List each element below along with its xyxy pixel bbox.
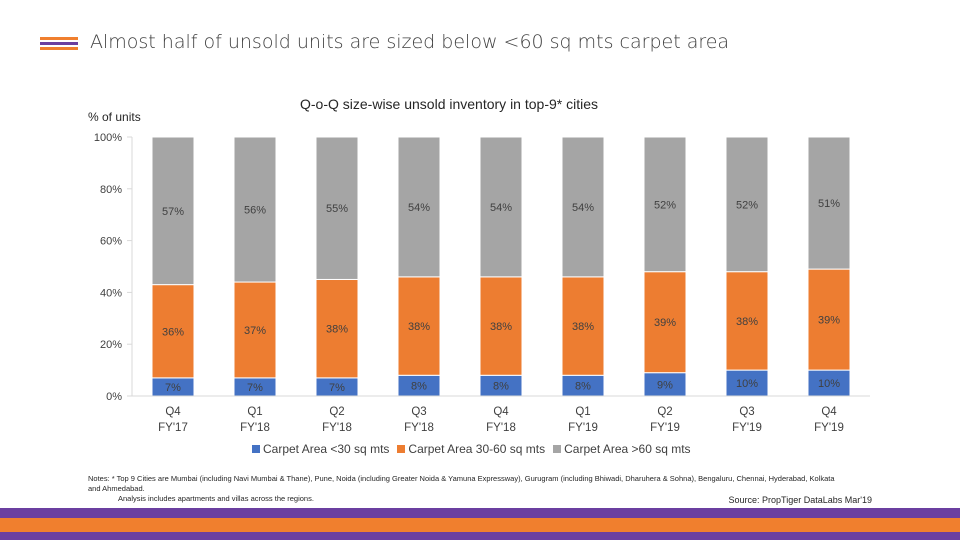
x-tick-label: Q1 xyxy=(575,406,590,418)
data-label: 56% xyxy=(244,205,266,217)
y-tick-label: 0% xyxy=(106,391,122,403)
x-tick-label: FY'18 xyxy=(322,422,352,434)
data-label: 8% xyxy=(493,381,509,393)
legend-label: Carpet Area <30 sq mts xyxy=(263,442,390,456)
legend-item: Carpet Area <30 sq mts xyxy=(252,442,389,456)
bar-segment xyxy=(315,136,359,280)
chart-title: Q-o-Q size-wise unsold inventory in top-… xyxy=(300,96,599,112)
x-tick-label: Q1 xyxy=(247,406,262,418)
y-tick-label: 100% xyxy=(94,132,122,144)
data-label: 54% xyxy=(408,202,430,214)
x-tick-label: FY'18 xyxy=(240,422,270,434)
bar-segment xyxy=(397,136,441,278)
slide-title: Almost half of unsold units are sized be… xyxy=(90,31,730,53)
bar-segment xyxy=(725,369,769,397)
legend-label: Carpet Area 30-60 sq mts xyxy=(408,442,546,456)
bar-segment xyxy=(315,278,359,379)
legend-swatch-icon xyxy=(553,445,562,453)
bar-segment xyxy=(725,136,769,273)
x-tick-label: FY'17 xyxy=(158,422,188,434)
data-label: 7% xyxy=(247,382,263,394)
data-label: 38% xyxy=(490,321,512,333)
footnote-cities: Notes: * Top 9 Cities are Mumbai (includ… xyxy=(88,474,835,493)
footnote-scope: Analysis includes apartments and villas … xyxy=(118,494,314,503)
y-axis-label: % of units xyxy=(88,110,141,124)
bar-segment xyxy=(233,136,277,283)
x-tick-label: FY'18 xyxy=(404,422,434,434)
legend-item: Carpet Area 30-60 sq mts xyxy=(397,442,545,456)
data-label: 38% xyxy=(408,321,430,333)
bar-segment xyxy=(233,281,277,379)
legend-swatch-icon xyxy=(252,445,260,453)
footer-stripe xyxy=(0,508,960,518)
y-tick-label: 40% xyxy=(100,287,122,299)
legend-item: Carpet Area >60 sq mts xyxy=(553,442,691,456)
logo-stripe xyxy=(40,42,78,45)
data-label: 8% xyxy=(411,381,427,393)
x-tick-label: FY'19 xyxy=(814,422,844,434)
bar-segment xyxy=(561,276,605,376)
data-label: 38% xyxy=(736,316,758,328)
data-label: 57% xyxy=(162,206,184,218)
data-label: 39% xyxy=(818,315,840,327)
y-tick-label: 60% xyxy=(100,236,122,248)
bar-segment xyxy=(151,136,195,286)
bar-segment xyxy=(643,271,687,374)
x-tick-label: Q4 xyxy=(821,406,837,418)
data-label: 54% xyxy=(572,202,594,214)
data-label: 38% xyxy=(326,324,348,336)
y-tick-label: 80% xyxy=(100,184,122,196)
bar-segment xyxy=(643,136,687,273)
bar-segment xyxy=(807,268,851,371)
data-label: 51% xyxy=(818,198,840,210)
data-label: 9% xyxy=(657,379,673,391)
data-label: 55% xyxy=(326,203,348,215)
data-label: 10% xyxy=(818,378,840,390)
footnotes: Notes: * Top 9 Cities are Mumbai (includ… xyxy=(88,474,848,504)
legend: Carpet Area <30 sq mts Carpet Area 30-60… xyxy=(252,442,691,456)
x-tick-label: Q2 xyxy=(329,406,344,418)
x-tick-label: Q3 xyxy=(739,406,754,418)
logo-stripe xyxy=(40,37,78,40)
x-tick-label: Q2 xyxy=(657,406,672,418)
data-label: 7% xyxy=(165,382,181,394)
y-tick-label: 20% xyxy=(100,339,122,351)
x-tick-label: FY'18 xyxy=(486,422,516,434)
footer-stripes xyxy=(0,508,960,540)
x-tick-label: Q4 xyxy=(493,406,509,418)
bar-segment xyxy=(807,136,851,270)
data-label: 52% xyxy=(736,199,758,211)
x-tick-label: FY'19 xyxy=(568,422,598,434)
x-tick-label: Q3 xyxy=(411,406,426,418)
data-label: 54% xyxy=(490,202,512,214)
bar-segment xyxy=(479,276,523,376)
bar-segment xyxy=(479,136,523,278)
data-label: 38% xyxy=(572,321,594,333)
bar-segment xyxy=(151,284,195,379)
footer-stripe xyxy=(0,518,960,532)
bar-segment xyxy=(561,136,605,278)
x-tick-label: Q4 xyxy=(165,406,181,418)
data-label: 37% xyxy=(244,325,266,337)
legend-label: Carpet Area >60 sq mts xyxy=(564,442,691,456)
data-label: 52% xyxy=(654,199,676,211)
data-label: 7% xyxy=(329,382,345,394)
x-tick-label: FY'19 xyxy=(650,422,680,434)
data-label: 8% xyxy=(575,381,591,393)
x-tick-label: FY'19 xyxy=(732,422,762,434)
bar-segment xyxy=(397,276,441,376)
logo-stripes-icon xyxy=(40,37,78,51)
legend-swatch-icon xyxy=(397,445,406,453)
data-label: 36% xyxy=(162,326,184,338)
footer-stripe xyxy=(0,532,960,540)
data-label: 39% xyxy=(654,317,676,329)
logo-stripe xyxy=(40,47,78,50)
data-label: 10% xyxy=(736,378,758,390)
source-text: Source: PropTiger DataLabs Mar'19 xyxy=(728,495,872,505)
